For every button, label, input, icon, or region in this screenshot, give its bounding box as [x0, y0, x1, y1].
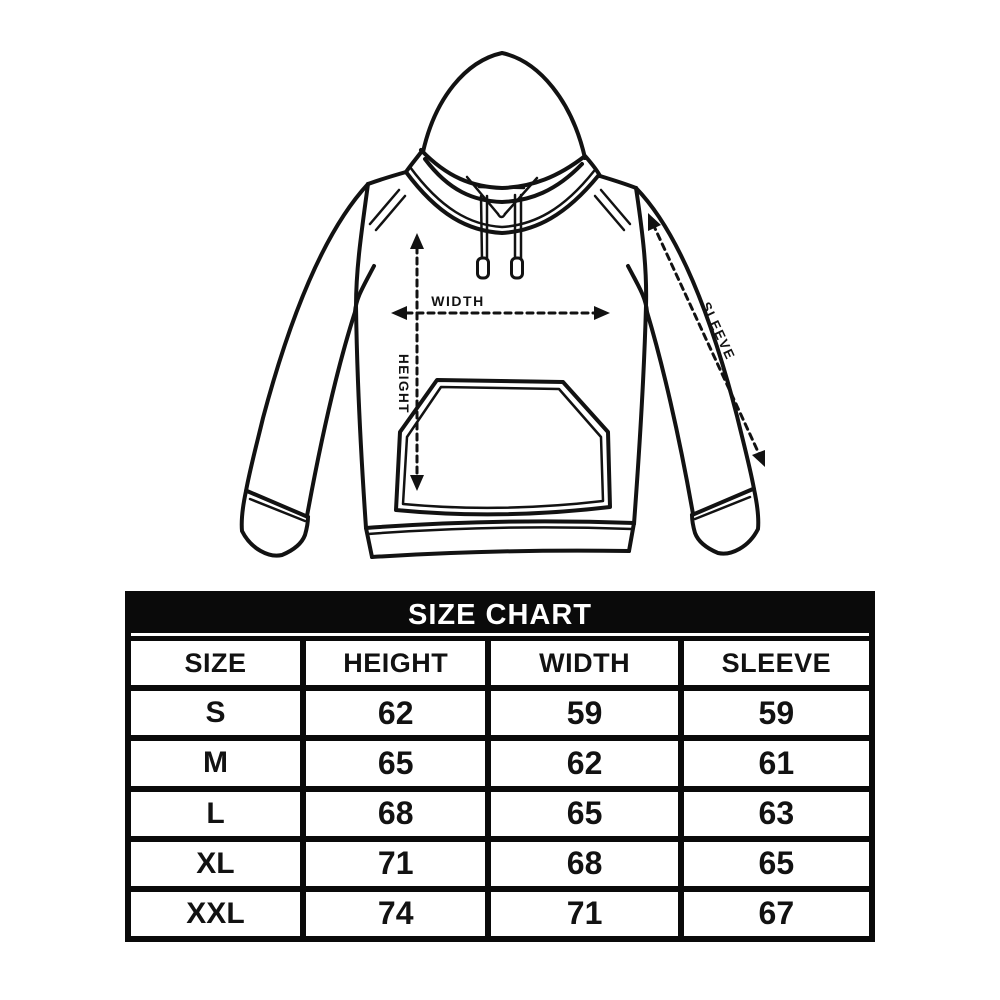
- row-xl-sleeve: 65: [683, 841, 869, 886]
- row-xxl-size: XXL: [131, 891, 300, 936]
- kangaroo-pocket: [394, 378, 612, 517]
- row-s-sleeve: 59: [683, 691, 869, 736]
- row-xl-size: XL: [131, 841, 300, 886]
- row-s-height: 62: [305, 691, 486, 736]
- row-m-width: 62: [491, 741, 678, 786]
- aglet-left: [476, 256, 490, 280]
- height-label: HEIGHT: [396, 354, 411, 414]
- row-l-sleeve: 63: [683, 791, 869, 836]
- row-xl-height: 71: [305, 841, 486, 886]
- size-chart-table: SIZE CHART SIZE HEIGHT WIDTH SLEEVE S 62…: [125, 591, 875, 942]
- row-l-height: 68: [305, 791, 486, 836]
- column-header-sleeve: SLEEVE: [683, 641, 869, 686]
- drawstrings: [476, 193, 524, 280]
- width-measure-arrow: WIDTH: [391, 293, 610, 320]
- size-chart-title: SIZE CHART: [131, 597, 869, 636]
- right-sleeve: [626, 186, 761, 556]
- hood: [404, 51, 602, 204]
- hem-band: [364, 519, 636, 559]
- row-s-size: S: [131, 691, 300, 736]
- size-chart-grid: SIZE HEIGHT WIDTH SLEEVE S 62 59 59 M 65…: [131, 641, 869, 936]
- sleeve-measure-arrow: SLEEVE: [648, 213, 765, 467]
- width-label: WIDTH: [431, 293, 484, 309]
- left-sleeve: [239, 182, 376, 558]
- row-l-size: L: [131, 791, 300, 836]
- hoodie-technical-drawing: WIDTH HEIGHT SLEEVE: [239, 51, 765, 559]
- aglet-right: [510, 256, 524, 280]
- row-m-sleeve: 61: [683, 741, 869, 786]
- column-header-size: SIZE: [131, 641, 300, 686]
- row-xxl-height: 74: [305, 891, 486, 936]
- row-xl-width: 68: [491, 841, 678, 886]
- row-l-width: 65: [491, 791, 678, 836]
- row-xxl-width: 71: [491, 891, 678, 936]
- row-xxl-sleeve: 67: [683, 891, 869, 936]
- row-m-height: 65: [305, 741, 486, 786]
- column-header-height: HEIGHT: [305, 641, 486, 686]
- height-measure-arrow: HEIGHT: [396, 233, 424, 491]
- row-m-size: M: [131, 741, 300, 786]
- collar: [404, 165, 600, 235]
- row-s-width: 59: [491, 691, 678, 736]
- column-header-width: WIDTH: [491, 641, 678, 686]
